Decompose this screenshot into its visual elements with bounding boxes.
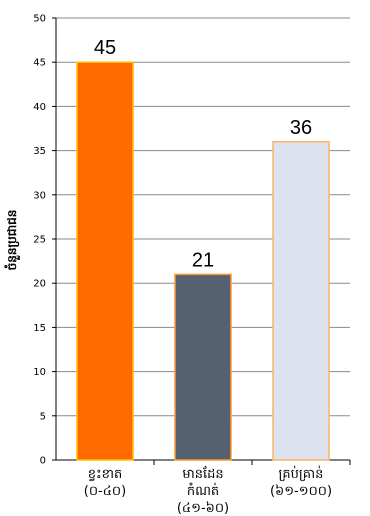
bar <box>174 273 232 461</box>
y-tick-label: 5 <box>40 411 46 422</box>
y-tick-label: 35 <box>33 146 46 157</box>
y-tick-labels: 0 5 10 15 20 25 30 35 40 45 50 <box>33 14 46 467</box>
bar <box>76 61 134 461</box>
category-label: មានដែន <box>182 465 223 482</box>
y-tick-label: 20 <box>33 279 46 290</box>
category-label: គ្រប់គ្រាន់ <box>279 465 324 482</box>
category-label: (៦១-១០០) <box>270 484 332 499</box>
category-label: (៤១-៦០) <box>177 501 229 516</box>
data-label: 36 <box>290 117 312 139</box>
bar <box>272 141 330 461</box>
y-tick-label: 25 <box>33 235 46 246</box>
data-label: 45 <box>94 37 116 59</box>
y-tick-label: 45 <box>33 58 46 69</box>
bars <box>76 61 330 461</box>
y-tick-label: 40 <box>33 102 46 113</box>
category-labels: ខ្វះខាត (០-៤០) មានដែនកំណត់ (៤១-៦០) គ្រប់គ្រា… <box>84 465 332 516</box>
y-tick-label: 30 <box>33 190 46 201</box>
y-tick-label: 15 <box>33 323 46 334</box>
y-tick-label: 0 <box>40 456 46 467</box>
category-label: ខ្វះខាត <box>88 467 123 482</box>
y-tick-label: 10 <box>33 367 46 378</box>
data-labels: 45 21 36 <box>94 37 312 271</box>
category-label: កំណត់ <box>187 482 219 499</box>
y-axis-label: ចំនួនប្រជាជន <box>4 210 21 271</box>
y-tick-label: 50 <box>33 14 46 25</box>
category-label: (០-៤០) <box>84 484 126 499</box>
data-label: 21 <box>192 249 214 271</box>
